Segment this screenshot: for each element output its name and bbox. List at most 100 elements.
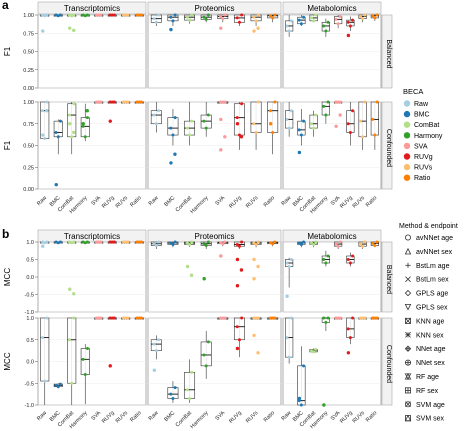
data-point xyxy=(271,316,275,320)
data-point xyxy=(85,116,89,120)
panel-a: a F1 0.00 0.25 0.50 0.75 1.00 Balanced F1 0.00 0.2… xyxy=(2,0,393,215)
data-point xyxy=(285,117,289,121)
data-point xyxy=(361,244,365,248)
icon-stroke xyxy=(404,317,411,324)
data-point xyxy=(375,240,379,244)
data-point xyxy=(202,15,206,19)
data-point xyxy=(122,13,126,17)
icon-stroke xyxy=(405,318,411,324)
data-point xyxy=(190,370,194,374)
beca-legend-swatch xyxy=(403,121,411,128)
data-point xyxy=(43,14,47,18)
data-point xyxy=(334,242,338,246)
data-point xyxy=(219,100,223,104)
outlier-point xyxy=(235,284,240,288)
data-point xyxy=(139,13,143,17)
data-point xyxy=(85,346,89,350)
method-legend-label: BstLm age xyxy=(416,263,450,270)
outlier-point xyxy=(173,152,177,156)
data-point xyxy=(139,100,143,104)
outlier-point xyxy=(346,351,351,355)
data-point xyxy=(302,240,306,244)
data-point xyxy=(81,124,85,128)
facet-title: Transcriptomics xyxy=(64,232,120,241)
data-point xyxy=(371,117,375,121)
data-point xyxy=(97,13,101,17)
data-point xyxy=(185,388,189,392)
y-axis-label: MCC xyxy=(3,352,12,370)
outlier-point xyxy=(85,109,89,113)
data-point xyxy=(108,240,112,244)
data-point xyxy=(299,22,303,26)
data-point xyxy=(204,126,208,130)
y-tick-label: 0.75 xyxy=(23,122,34,128)
box xyxy=(297,120,306,136)
beca-legend-label: BMC xyxy=(414,112,430,119)
data-point xyxy=(256,316,260,320)
data-point xyxy=(326,254,330,258)
outlier-point xyxy=(45,109,49,113)
x-tick-label: SVA xyxy=(330,410,342,422)
data-point xyxy=(126,100,130,104)
beca-legend-label: SVA xyxy=(414,143,428,150)
data-point xyxy=(124,316,128,320)
row-strip-label: Balanced xyxy=(385,265,392,294)
data-point xyxy=(95,100,99,104)
box xyxy=(267,101,279,133)
outlier-point xyxy=(334,124,338,129)
method-legend-label: RF sex xyxy=(416,388,439,395)
y-tick-label: 1.0 xyxy=(26,316,34,322)
x-tick-label: Harmony xyxy=(190,195,210,215)
data-point xyxy=(273,240,277,244)
data-point xyxy=(171,19,175,23)
data-point xyxy=(110,13,114,17)
beca-legend-label: Raw xyxy=(414,101,429,108)
data-point xyxy=(334,100,338,104)
data-point xyxy=(95,240,99,244)
data-point xyxy=(287,355,291,359)
data-point xyxy=(375,13,379,17)
data-point xyxy=(287,265,291,268)
data-point xyxy=(83,373,87,377)
outlier-point xyxy=(219,148,223,152)
data-point xyxy=(371,316,375,320)
data-point xyxy=(302,15,306,19)
y-tick-label: 0.25 xyxy=(23,165,34,171)
data-point xyxy=(312,242,316,246)
data-point xyxy=(137,100,141,104)
data-point xyxy=(202,242,206,246)
facet-title: Proteomics xyxy=(194,4,234,13)
data-point xyxy=(302,119,306,123)
beca-legend-swatch xyxy=(403,163,411,171)
outlier-point xyxy=(223,135,227,139)
icon-stroke xyxy=(405,401,411,408)
x-tick-label: BMC xyxy=(163,195,176,208)
data-point xyxy=(334,316,338,320)
beca-legend-label: RUVg xyxy=(414,154,433,161)
data-point xyxy=(256,240,260,244)
data-point xyxy=(338,100,342,104)
outlier-point xyxy=(338,113,342,117)
y-tick-label: 1.00 xyxy=(23,13,34,19)
data-point xyxy=(97,100,101,104)
x-tick-label: Harmony xyxy=(190,410,210,430)
outlier-point xyxy=(297,150,302,155)
box xyxy=(40,317,50,382)
outlier-point xyxy=(108,119,112,123)
data-point xyxy=(221,100,225,104)
data-point xyxy=(348,24,352,28)
data-point xyxy=(154,122,158,126)
data-point xyxy=(110,316,114,320)
data-point xyxy=(322,24,326,28)
outlier-point xyxy=(68,122,72,126)
method-legend-label: GPLS sex xyxy=(416,305,448,312)
data-point xyxy=(169,392,173,396)
method-legend-label: avNNet sex xyxy=(416,249,453,256)
y-tick-label: 0.5 xyxy=(26,338,34,344)
data-point xyxy=(346,20,350,24)
data-point xyxy=(312,350,316,354)
data-point xyxy=(122,100,126,104)
data-point xyxy=(273,316,277,320)
outlier-point xyxy=(169,161,173,165)
data-point xyxy=(271,242,275,246)
